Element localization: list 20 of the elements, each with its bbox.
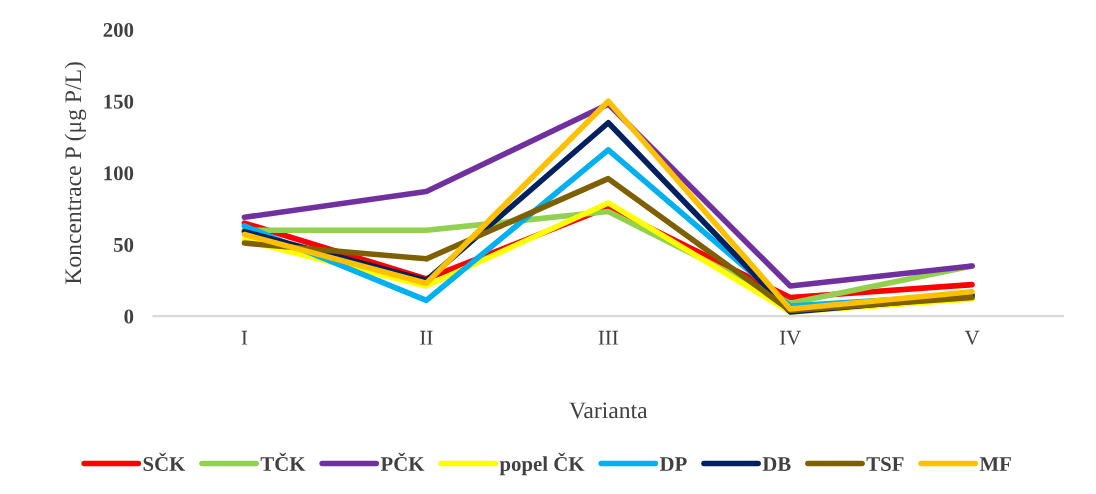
legend-label: popel ČK — [499, 452, 585, 476]
legend-label: PČK — [380, 452, 425, 472]
y-tick-label: 100 — [104, 166, 134, 181]
y-tick-label: 50 — [114, 237, 134, 252]
legend-label: SČK — [143, 452, 186, 472]
x-tick-label: I — [241, 330, 248, 345]
legend-label: DB — [762, 457, 791, 471]
y-tick-label: 200 — [103, 23, 134, 38]
x-tick-label: III — [598, 330, 618, 345]
y-tick-label: 150 — [104, 94, 134, 109]
x-tick-label: V — [964, 330, 980, 345]
legend-label: TSF — [866, 457, 904, 472]
legend-label: DP — [659, 457, 687, 471]
x-tick-label: IV — [779, 330, 801, 345]
legend-label: MF — [979, 457, 1011, 471]
x-axis-title: Varianta — [569, 402, 648, 419]
x-tick-label: II — [420, 330, 433, 345]
y-tick-label: 0 — [124, 309, 134, 324]
y-axis-title: Koncentrace P (μg P/L) — [64, 62, 87, 284]
legend-label: TČK — [260, 452, 306, 472]
